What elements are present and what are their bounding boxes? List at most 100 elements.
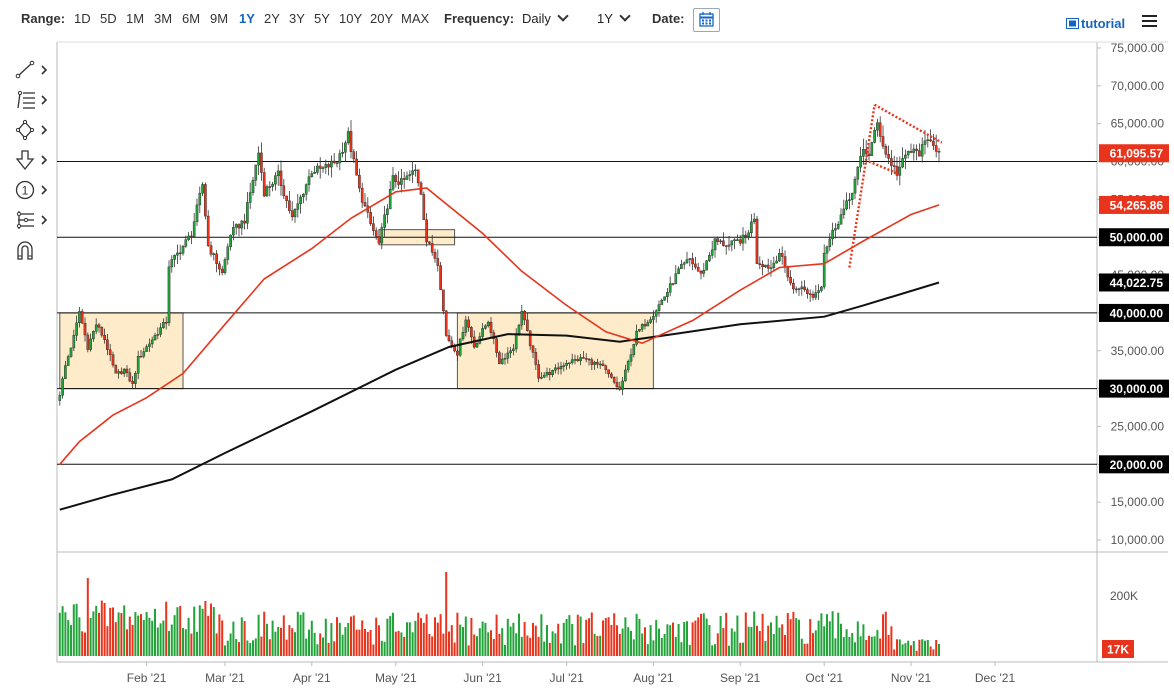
price-label-box [1099,228,1169,247]
volume-bar [414,620,417,656]
candle-body [509,350,512,354]
x-tick-label: Dec '21 [975,671,1016,685]
candle-body [120,371,123,374]
volume-bar [557,623,560,656]
fibonacci-tool-button[interactable] [14,88,54,112]
volume-bar [103,602,106,656]
candle-body [327,164,330,168]
volume-bar [207,615,210,656]
range-10y[interactable]: 10Y [339,11,363,26]
price-label-box [1099,379,1169,398]
volume-bar [688,644,691,656]
volume-bar [193,606,196,656]
candle-body [335,162,339,165]
range-5d[interactable]: 5D [100,11,117,26]
volume-bar [716,633,719,656]
volume-bar [859,636,862,656]
candle-body [850,192,854,200]
period-select[interactable]: 1Y [597,10,631,26]
arrow-tool-button[interactable] [14,148,54,172]
candle-body [150,339,154,345]
range-max[interactable]: MAX [401,11,430,26]
volume-bar [182,628,184,656]
candle-body [372,223,375,231]
range-3y[interactable]: 3Y [289,11,305,26]
tutorial-link[interactable]: tutorial [1066,16,1125,31]
candle-body [626,361,630,371]
volume-bar [417,612,420,656]
volume-bar [851,632,854,656]
range-6m[interactable]: 6M [182,11,201,26]
pennant-line [868,160,901,176]
candle-body [369,212,372,224]
volume-bar [408,622,411,656]
candle-body [338,153,342,164]
candle-body [612,377,616,383]
volume-bar [915,650,918,656]
volume-bar [226,640,229,656]
volume-bar [705,618,708,656]
candle-body [89,338,92,350]
candle-body [92,331,95,340]
magnet-tool-button[interactable] [14,238,54,262]
menu-icon[interactable] [1142,15,1157,28]
volume-bar [548,642,551,656]
annotation-tool-button[interactable]: 1 [14,178,54,202]
candle-body [635,330,638,345]
volume-bar [526,635,529,656]
volume-bar [490,630,492,656]
volume-bar [775,615,778,656]
line-tool-button[interactable] [14,58,54,82]
candle-body [912,148,916,153]
candle-body [296,203,300,210]
range-5y[interactable]: 5Y [314,11,330,26]
range-9m[interactable]: 9M [210,11,229,26]
candle-body [411,170,414,175]
range-1y[interactable]: 1Y [239,11,255,26]
volume-bar [604,617,607,656]
volume-bar [294,632,296,656]
volume-bar [198,605,201,656]
candle-body [355,158,358,176]
candle-body [134,373,137,384]
candle-body [352,151,356,160]
volume-bar [308,629,310,656]
candle-body [741,234,745,244]
volume-bar [504,644,506,656]
candle-body [341,152,344,154]
candle-body [873,129,876,143]
line-tool-icon [15,60,48,79]
measure-tool-button[interactable] [14,208,54,232]
volume-bar [366,631,369,656]
range-1d[interactable]: 1D [74,11,91,26]
shapes-tool-button[interactable] [14,118,54,142]
frequency-select[interactable]: Daily [522,10,569,26]
candle-body [654,310,658,317]
volume-bar [826,614,828,656]
candle-body [520,310,524,326]
candle-body [601,363,605,366]
volume-bar [322,637,324,656]
volume-bar [215,633,218,656]
toolbar: Range: 1D 5D 1M 3M 6M 9M 1Y 2Y 3Y 5Y 10Y… [0,0,1174,38]
volume-bar [58,612,61,656]
range-20y[interactable]: 20Y [370,11,394,26]
frequency-value: Daily [522,11,551,26]
x-tick-label: Jul '21 [549,671,584,685]
volume-bar [655,620,658,656]
range-1m[interactable]: 1M [126,11,145,26]
candle-body [565,363,568,366]
volume-bar [929,646,932,656]
volume-bar [302,612,305,656]
candle-body [97,324,101,328]
range-2y[interactable]: 2Y [264,11,280,26]
range-3m[interactable]: 3M [154,11,173,26]
candle-body [181,246,185,254]
candle-body [268,186,272,188]
date-picker-button[interactable] [693,8,720,32]
volume-bar [896,639,898,656]
volume-bar [67,620,70,656]
volume-bar [523,622,526,656]
volume-bar [887,635,890,656]
